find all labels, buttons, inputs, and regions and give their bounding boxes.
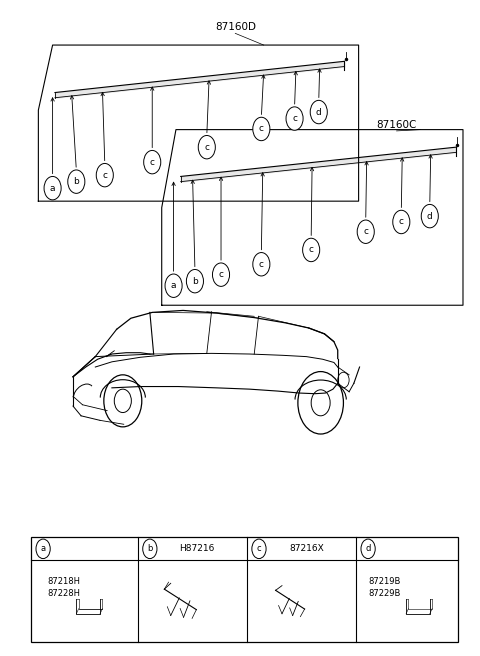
Circle shape [253, 253, 270, 276]
Text: a: a [40, 544, 46, 553]
Text: b: b [192, 277, 198, 285]
Circle shape [198, 136, 216, 159]
Text: b: b [147, 544, 153, 553]
Text: 87218H
87228H: 87218H 87228H [48, 577, 81, 598]
Circle shape [186, 270, 204, 293]
Text: d: d [316, 108, 322, 117]
Text: a: a [171, 281, 176, 290]
Text: 87160D: 87160D [215, 22, 256, 32]
Circle shape [286, 107, 303, 131]
Text: 87216X: 87216X [289, 544, 324, 553]
Text: c: c [399, 218, 404, 226]
Text: c: c [259, 125, 264, 133]
Text: d: d [365, 544, 371, 553]
Text: d: d [427, 212, 432, 220]
Circle shape [213, 263, 229, 287]
Circle shape [393, 211, 410, 234]
Circle shape [310, 100, 327, 124]
Text: c: c [150, 157, 155, 167]
Text: c: c [292, 114, 297, 123]
Text: b: b [73, 177, 79, 186]
Circle shape [361, 539, 375, 558]
Circle shape [143, 539, 157, 558]
Bar [31, 537, 458, 642]
Circle shape [36, 539, 50, 558]
Text: 87160C: 87160C [376, 119, 417, 130]
Text: c: c [204, 142, 209, 152]
Text: c: c [218, 270, 224, 279]
Text: c: c [257, 544, 261, 553]
Text: c: c [309, 245, 313, 255]
Circle shape [421, 205, 438, 228]
Circle shape [68, 170, 85, 194]
Text: c: c [102, 171, 108, 180]
Text: H87216: H87216 [180, 544, 215, 553]
Text: c: c [259, 260, 264, 269]
Text: c: c [363, 227, 368, 236]
Circle shape [144, 150, 161, 174]
Circle shape [302, 238, 320, 262]
Circle shape [252, 539, 266, 558]
Circle shape [44, 176, 61, 200]
Circle shape [357, 220, 374, 243]
Text: 87219B
87229B: 87219B 87229B [368, 577, 400, 598]
Circle shape [96, 163, 113, 187]
Circle shape [253, 117, 270, 140]
Text: a: a [50, 184, 55, 193]
Circle shape [165, 274, 182, 297]
